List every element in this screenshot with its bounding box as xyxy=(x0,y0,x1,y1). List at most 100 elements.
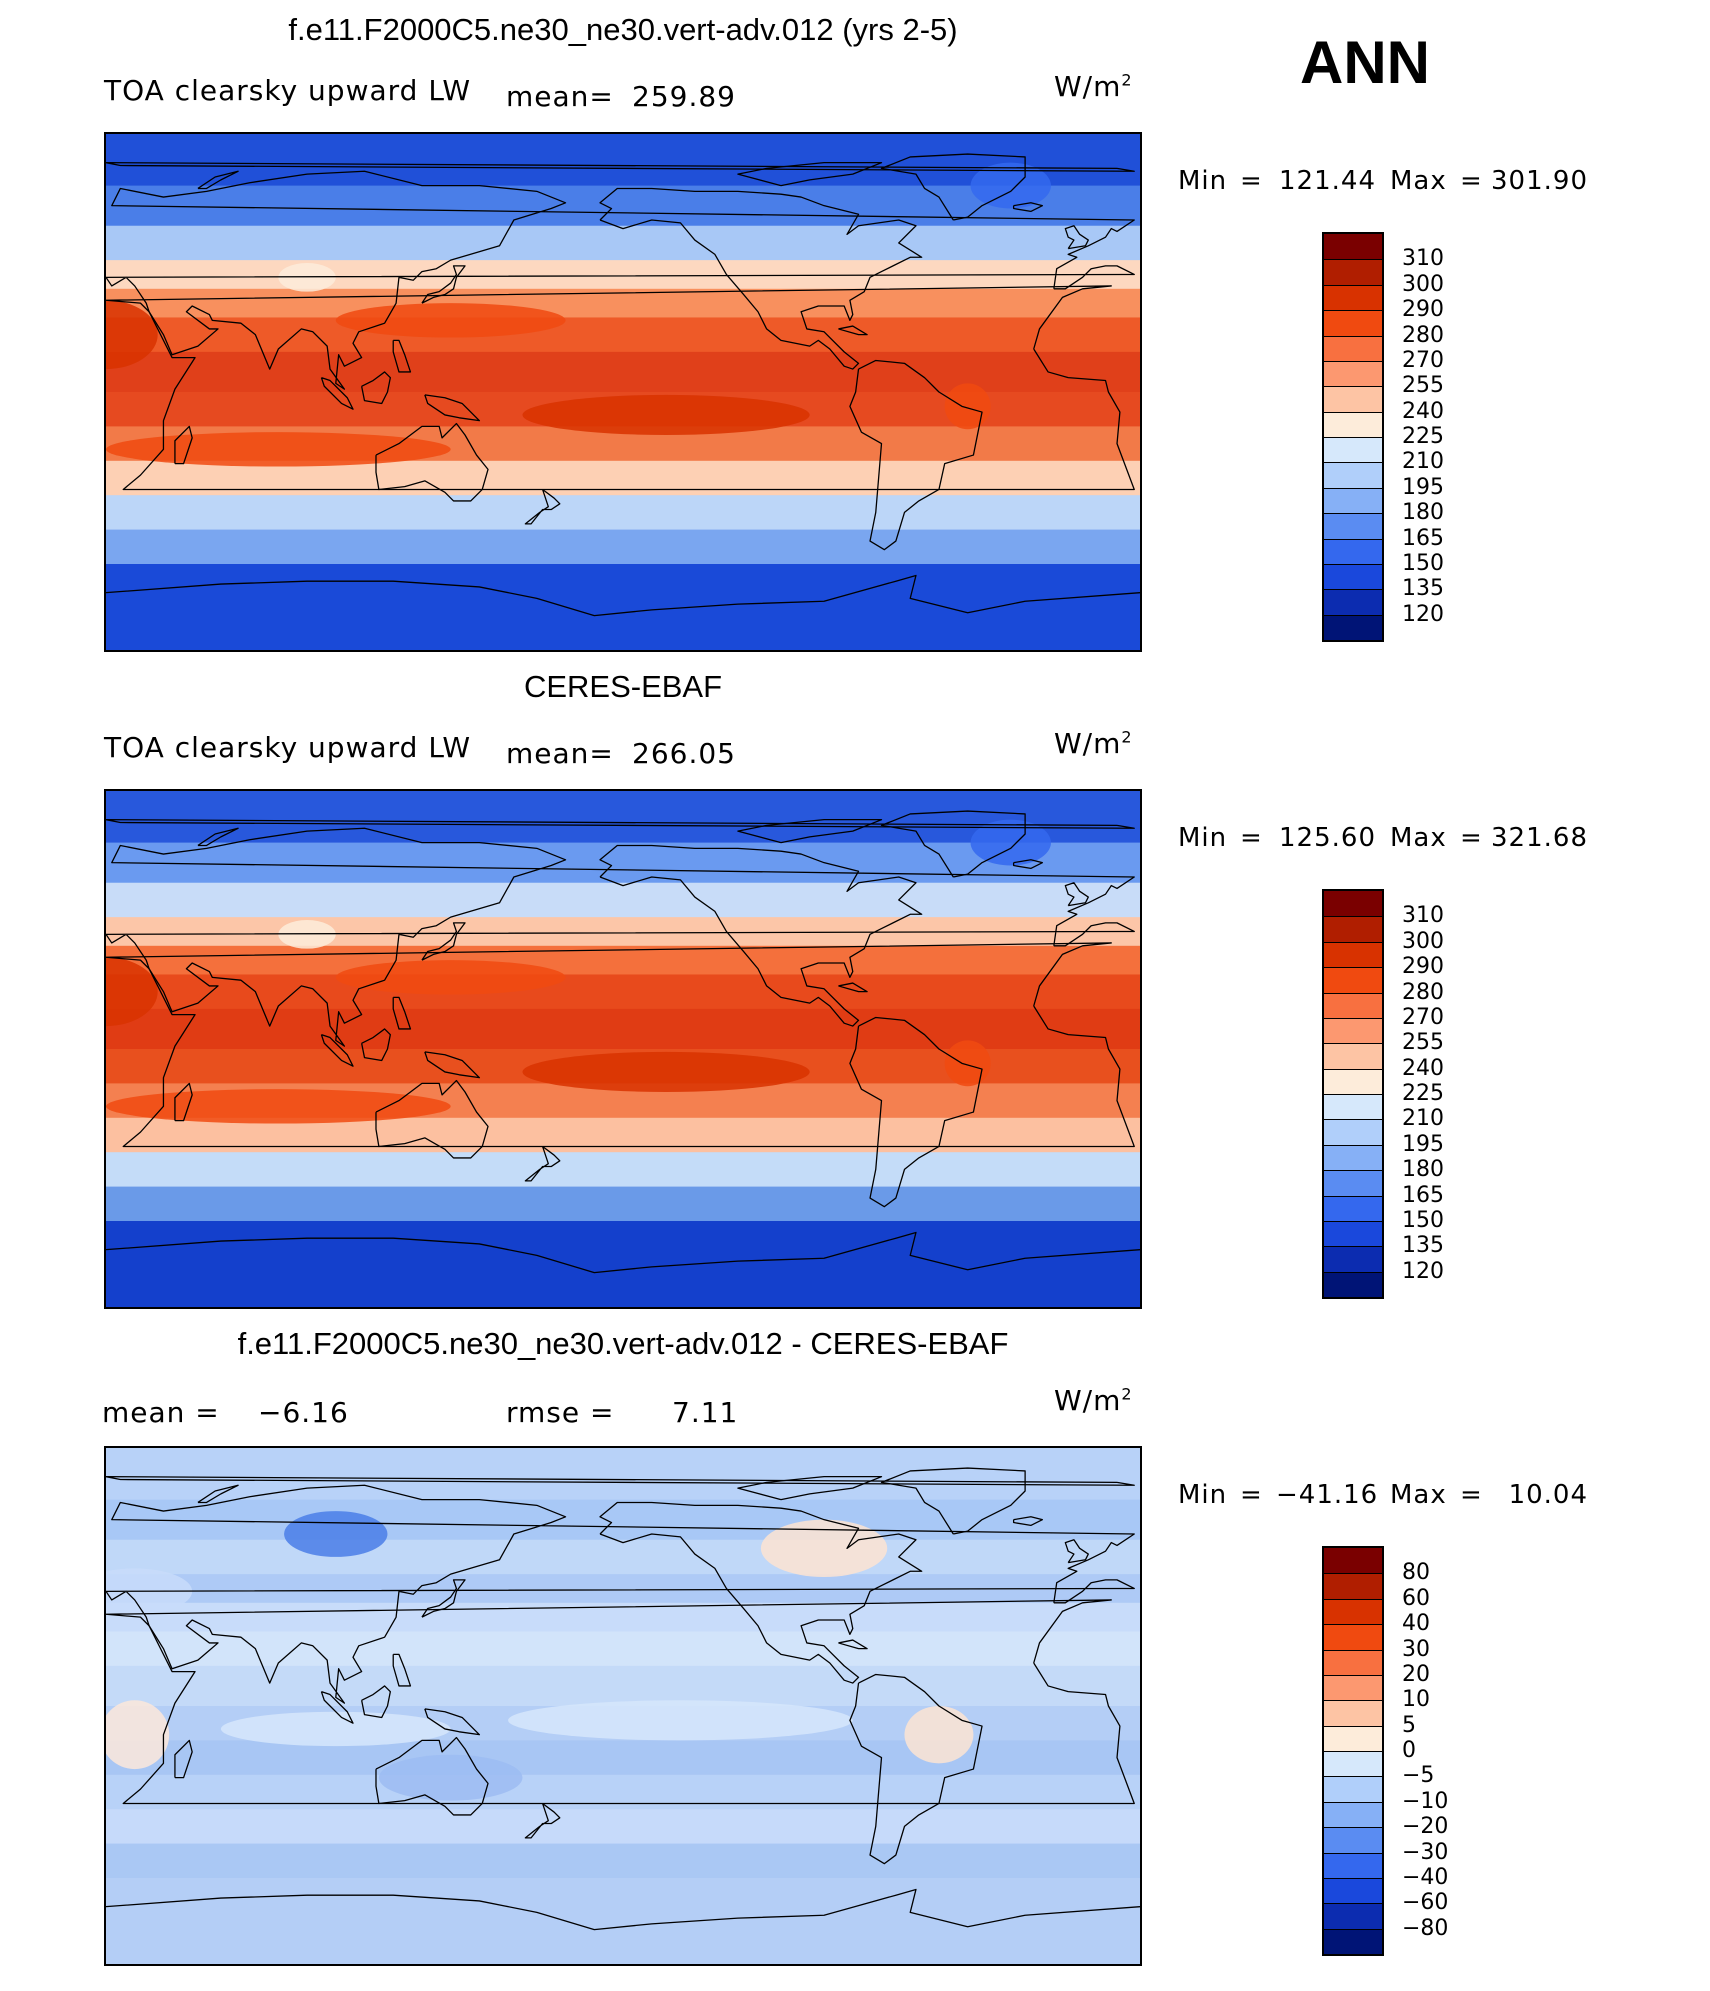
colorbar-tick-label: −80 xyxy=(1402,1915,1449,1941)
units-base: W/m xyxy=(1054,70,1122,103)
colorbar-box xyxy=(1324,462,1382,488)
colorbar-box xyxy=(1324,563,1382,590)
contour-band xyxy=(106,185,1140,228)
contour-blob xyxy=(284,1511,388,1557)
colorbar-tick-label: 255 xyxy=(1402,1030,1444,1056)
colorbar-box xyxy=(1324,1573,1382,1599)
colorbar-box xyxy=(1324,259,1382,285)
colorbar-box xyxy=(1324,284,1382,311)
colorbar-box xyxy=(1324,1624,1382,1650)
colorbar-box xyxy=(1324,1928,1382,1954)
colorbar-tick-label: 0 xyxy=(1402,1738,1416,1763)
colorbar-tick-label: 280 xyxy=(1402,322,1444,348)
colorbar-tick-label: 210 xyxy=(1402,449,1444,475)
colorbar-box xyxy=(1324,891,1382,917)
colorbar-box xyxy=(1324,1195,1382,1221)
colorbar-tick-label: 180 xyxy=(1402,500,1444,526)
coastline-borneo xyxy=(360,371,391,405)
coastline-greenland xyxy=(880,1467,1026,1535)
coastline-arcticislands xyxy=(737,162,883,187)
contour-band xyxy=(106,1117,1140,1154)
min-value: 121.44 xyxy=(1279,166,1376,196)
map-field-2 xyxy=(106,791,1140,1307)
colorbar-tick-label: 120 xyxy=(1402,1258,1444,1284)
colorbar-box xyxy=(1324,992,1382,1018)
colorbar-box xyxy=(1324,487,1382,514)
coastline-cuba xyxy=(838,982,868,993)
contour-blob xyxy=(106,432,451,467)
contour-band xyxy=(106,351,1140,394)
colorbar-tick-label: 120 xyxy=(1402,601,1444,627)
colorbar-tick-label: 135 xyxy=(1402,1233,1444,1259)
panel-title: f.e11.F2000C5.ne30_ne30.vert-adv.012 (yr… xyxy=(288,12,958,47)
colorbar-tick-label: 165 xyxy=(1402,525,1444,551)
contour-blob xyxy=(335,960,566,995)
coastline-arcticislands xyxy=(737,1476,883,1501)
colorbar-box xyxy=(1324,1877,1382,1904)
contour-band xyxy=(106,288,1140,319)
coastline-australia xyxy=(375,1079,489,1159)
coastline-japan xyxy=(421,265,466,304)
max-eq: = xyxy=(1460,1480,1483,1510)
min-value: 125.60 xyxy=(1279,823,1376,853)
colorbar-tick-label: 270 xyxy=(1402,1004,1444,1030)
map-panel-2 xyxy=(104,789,1142,1309)
contour-blob xyxy=(106,1089,451,1124)
units-label: W/m2 xyxy=(1054,727,1133,760)
colorbar-tick-label: −30 xyxy=(1402,1839,1449,1865)
colorbar-tick-label: 300 xyxy=(1402,271,1444,297)
colorbar-box xyxy=(1324,1094,1382,1120)
units-label: W/m2 xyxy=(1054,70,1133,103)
colorbar-tick-label: 165 xyxy=(1402,1182,1444,1208)
max-label: Max xyxy=(1390,823,1447,853)
contour-blob xyxy=(220,1711,451,1747)
colorbar-box xyxy=(1324,1246,1382,1272)
contour-blob xyxy=(970,819,1051,866)
coastline-newguinea xyxy=(424,394,481,422)
mean-label: mean= xyxy=(506,80,614,113)
colorbar-tick-label: 180 xyxy=(1402,1157,1444,1183)
contour-band xyxy=(106,317,1140,354)
contour-blob xyxy=(508,1700,853,1741)
coastline-greenland xyxy=(880,153,1026,221)
coastline-madagascar xyxy=(174,1082,193,1122)
min-label: Min xyxy=(1178,166,1228,196)
contour-band xyxy=(106,1878,1140,1964)
max-value: 321.68 xyxy=(1491,823,1588,853)
contour-band xyxy=(106,564,1140,650)
units-base: W/m xyxy=(1054,727,1122,760)
coastline-svalbard xyxy=(106,1476,1135,1486)
coastline-antarctica xyxy=(106,1231,1140,1274)
max-value: 10.04 xyxy=(1508,1480,1588,1510)
colorbar-box xyxy=(1324,1043,1382,1069)
coastline-madagascar xyxy=(174,425,193,465)
colorbar-box xyxy=(1324,1220,1382,1247)
units-label: W/m2 xyxy=(1054,1384,1133,1417)
units-base: W/m xyxy=(1054,1384,1122,1417)
colorbar-tick-label: 10 xyxy=(1402,1687,1430,1713)
coastline-sumatra xyxy=(320,1691,354,1724)
coastline-arcticislands xyxy=(737,819,883,844)
contour-band xyxy=(106,1631,1140,1668)
colorbar xyxy=(1322,232,1384,642)
colorbar-box xyxy=(1324,941,1382,968)
mean-value: 266.05 xyxy=(632,737,736,770)
contour-band xyxy=(106,945,1140,976)
colorbar-box xyxy=(1324,437,1382,463)
colorbar-box xyxy=(1324,1827,1382,1853)
colorbar-tick-label: 310 xyxy=(1402,246,1444,272)
contour-band xyxy=(106,225,1140,262)
colorbar-tick-label: 280 xyxy=(1402,979,1444,1005)
map-panel-1 xyxy=(104,132,1142,652)
coastline-eurasia xyxy=(106,827,1135,1047)
contour-band xyxy=(106,974,1140,1011)
colorbar-tick-label: −60 xyxy=(1402,1890,1449,1916)
coastline-africa xyxy=(106,285,1135,491)
colorbar-box xyxy=(1324,1144,1382,1171)
contour-blob xyxy=(378,1754,523,1801)
colorbar-box xyxy=(1324,1801,1382,1828)
min-eq: = xyxy=(1240,823,1263,853)
colorbar-box xyxy=(1324,1170,1382,1196)
colorbar-box xyxy=(1324,1548,1382,1574)
coastline-madagascar xyxy=(174,1739,193,1779)
